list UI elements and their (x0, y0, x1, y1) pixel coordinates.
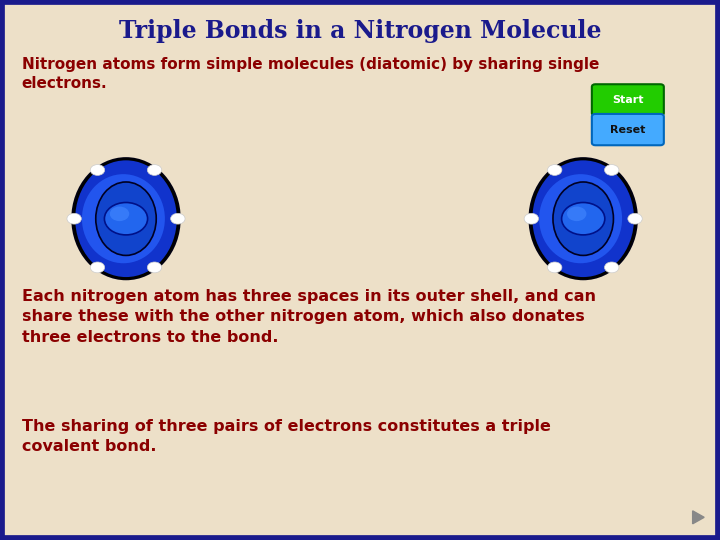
Ellipse shape (82, 174, 165, 263)
Text: The sharing of three pairs of electrons constitutes a triple
covalent bond.: The sharing of three pairs of electrons … (22, 418, 551, 454)
Text: Nitrogen atoms form simple molecules (diatomic) by sharing single
electrons.: Nitrogen atoms form simple molecules (di… (22, 57, 599, 91)
Ellipse shape (528, 157, 638, 280)
Text: Start: Start (612, 95, 644, 105)
Circle shape (547, 165, 562, 176)
Circle shape (567, 206, 587, 221)
Text: Reset: Reset (610, 125, 646, 134)
Circle shape (148, 262, 162, 273)
Circle shape (104, 202, 148, 235)
Ellipse shape (531, 159, 635, 278)
FancyBboxPatch shape (592, 114, 664, 145)
Circle shape (90, 262, 104, 273)
Text: Triple Bonds in a Nitrogen Molecule: Triple Bonds in a Nitrogen Molecule (119, 19, 601, 43)
Ellipse shape (96, 182, 156, 255)
Circle shape (109, 206, 130, 221)
Circle shape (605, 165, 619, 176)
Text: Each nitrogen atom has three spaces in its outer shell, and can
share these with: Each nitrogen atom has three spaces in i… (22, 289, 595, 345)
Circle shape (67, 213, 81, 224)
Circle shape (562, 202, 605, 235)
FancyBboxPatch shape (592, 84, 664, 116)
Circle shape (148, 165, 162, 176)
Circle shape (628, 213, 642, 224)
Circle shape (524, 213, 539, 224)
Circle shape (547, 262, 562, 273)
Polygon shape (693, 511, 704, 524)
Circle shape (605, 262, 619, 273)
Ellipse shape (553, 182, 613, 255)
Ellipse shape (539, 174, 622, 263)
Circle shape (90, 165, 104, 176)
Circle shape (171, 213, 185, 224)
Ellipse shape (71, 157, 181, 280)
Ellipse shape (74, 159, 178, 278)
